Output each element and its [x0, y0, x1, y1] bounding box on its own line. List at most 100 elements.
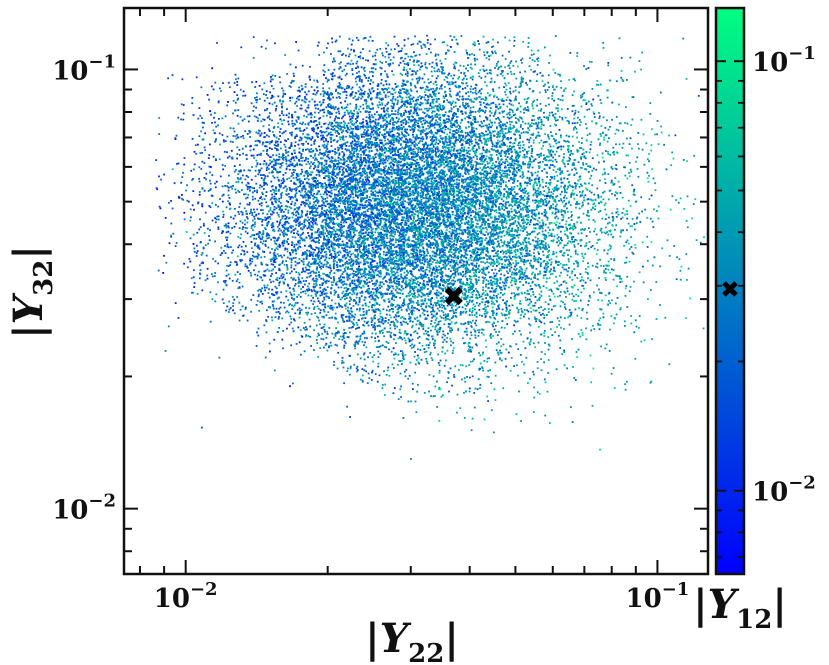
scatter-point — [421, 131, 424, 134]
scatter-point — [265, 90, 268, 93]
scatter-point — [406, 139, 409, 141]
scatter-point — [375, 266, 377, 268]
scatter-point — [365, 180, 368, 183]
scatter-point — [304, 91, 306, 94]
scatter-point — [413, 64, 415, 66]
scatter-point — [296, 216, 299, 219]
scatter-point — [651, 168, 653, 171]
scatter-point — [472, 199, 474, 201]
scatter-point — [421, 140, 424, 142]
scatter-point — [384, 394, 386, 396]
scatter-point — [368, 225, 370, 228]
scatter-point — [198, 277, 201, 280]
scatter-point — [615, 116, 618, 118]
scatter-point — [474, 179, 477, 181]
scatter-point — [319, 182, 322, 184]
scatter-point — [473, 41, 476, 44]
scatter-point — [276, 291, 279, 294]
scatter-point — [430, 237, 433, 240]
scatter-point — [458, 306, 461, 308]
scatter-point — [451, 179, 454, 181]
scatter-point — [540, 198, 542, 201]
scatter-point — [631, 96, 634, 99]
scatter-point — [291, 188, 294, 191]
scatter-point — [506, 279, 508, 282]
scatter-point — [190, 169, 193, 172]
scatter-point — [313, 142, 316, 145]
scatter-point — [419, 314, 422, 317]
scatter-point — [245, 306, 247, 309]
scatter-point — [359, 234, 362, 237]
scatter-point — [538, 176, 541, 179]
scatter-point — [356, 249, 359, 251]
scatter-point — [459, 259, 462, 262]
scatter-point — [323, 168, 325, 171]
scatter-point — [349, 119, 351, 122]
scatter-point — [445, 240, 447, 243]
scatter-point — [580, 142, 583, 144]
scatter-point — [328, 257, 331, 260]
scatter-point — [408, 150, 410, 152]
scatter-point — [504, 66, 506, 69]
scatter-point — [331, 37, 333, 40]
scatter-point — [395, 116, 398, 119]
scatter-point — [493, 221, 495, 224]
scatter-point — [397, 231, 399, 233]
scatter-point — [420, 305, 423, 308]
scatter-point — [573, 104, 575, 107]
scatter-point — [401, 96, 404, 99]
scatter-point — [338, 75, 341, 78]
scatter-point — [550, 131, 552, 134]
scatter-point — [403, 83, 406, 86]
scatter-point — [536, 241, 539, 244]
scatter-point — [435, 101, 438, 103]
scatter-point — [259, 98, 261, 100]
scatter-point — [413, 51, 415, 54]
scatter-point — [481, 182, 483, 185]
scatter-point — [247, 269, 250, 272]
scatter-point — [301, 271, 303, 274]
scatter-point — [268, 210, 270, 213]
scatter-point — [452, 63, 455, 66]
scatter-point — [372, 292, 375, 295]
scatter-point — [542, 246, 545, 249]
scatter-point — [486, 258, 489, 261]
scatter-point — [552, 240, 555, 243]
scatter-point — [459, 189, 462, 191]
scatter-point — [466, 103, 469, 105]
scatter-point — [436, 302, 439, 304]
scatter-point — [384, 196, 387, 198]
scatter-point — [349, 228, 352, 230]
scatter-point — [342, 120, 345, 123]
scatter-point — [219, 254, 222, 256]
scatter-point — [469, 88, 472, 91]
scatter-point — [478, 162, 480, 165]
scatter-point — [486, 124, 488, 127]
scatter-point — [425, 276, 427, 278]
scatter-point — [264, 356, 267, 359]
scatter-point — [563, 163, 566, 165]
scatter-point — [484, 124, 487, 127]
scatter-point — [559, 294, 561, 297]
scatter-point — [328, 132, 330, 135]
scatter-point — [182, 198, 184, 201]
scatter-point — [407, 64, 410, 66]
scatter-point — [437, 159, 440, 162]
scatter-point — [602, 198, 605, 201]
scatter-point — [353, 288, 356, 291]
scatter-point — [193, 286, 196, 288]
scatter-point — [258, 171, 261, 174]
scatter-point — [200, 262, 203, 265]
scatter-point — [372, 291, 375, 294]
scatter-point — [218, 158, 221, 161]
scatter-point — [633, 188, 636, 191]
scatter-point — [543, 322, 546, 325]
scatter-point — [327, 79, 330, 81]
scatter-point — [462, 159, 465, 162]
scatter-point — [431, 158, 434, 161]
scatter-point — [402, 60, 405, 63]
scatter-point — [597, 194, 600, 196]
scatter-point — [678, 258, 681, 261]
scatter-point — [548, 289, 551, 292]
scatter-point — [524, 107, 526, 110]
